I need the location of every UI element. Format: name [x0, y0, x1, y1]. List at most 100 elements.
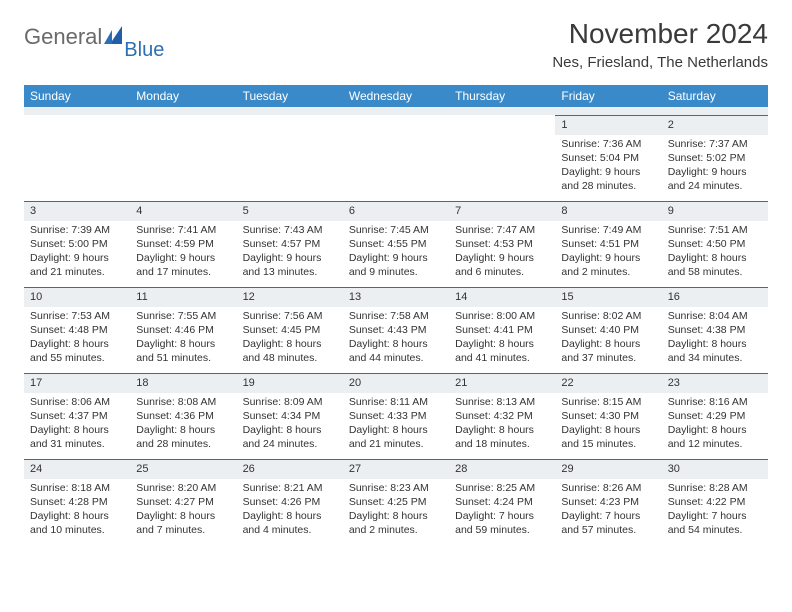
- calendar-row: 24Sunrise: 8:18 AMSunset: 4:28 PMDayligh…: [24, 459, 768, 545]
- day-number: 2: [662, 115, 768, 135]
- day-line-sunset: Sunset: 5:02 PM: [668, 151, 762, 165]
- day-line-sunrise: Sunrise: 7:43 AM: [243, 223, 337, 237]
- day-number: 25: [130, 459, 236, 479]
- day-line-d1: Daylight: 7 hours: [455, 509, 549, 523]
- day-line-d1: Daylight: 8 hours: [668, 337, 762, 351]
- day-number: 7: [449, 201, 555, 221]
- day-number: 29: [555, 459, 661, 479]
- calendar-cell: 4Sunrise: 7:41 AMSunset: 4:59 PMDaylight…: [130, 201, 236, 287]
- calendar-row: 10Sunrise: 7:53 AMSunset: 4:48 PMDayligh…: [24, 287, 768, 373]
- weekday-header: Friday: [555, 85, 661, 107]
- calendar-cell: 30Sunrise: 8:28 AMSunset: 4:22 PMDayligh…: [662, 459, 768, 545]
- day-line-sunset: Sunset: 4:25 PM: [349, 495, 443, 509]
- day-line-d1: Daylight: 9 hours: [349, 251, 443, 265]
- day-line-sunrise: Sunrise: 8:13 AM: [455, 395, 549, 409]
- day-line-d2: and 48 minutes.: [243, 351, 337, 365]
- day-line-d1: Daylight: 8 hours: [243, 337, 337, 351]
- day-line-d2: and 10 minutes.: [30, 523, 124, 537]
- day-line-d1: Daylight: 8 hours: [668, 423, 762, 437]
- day-line-d2: and 17 minutes.: [136, 265, 230, 279]
- day-line-d1: Daylight: 9 hours: [30, 251, 124, 265]
- day-line-d2: and 59 minutes.: [455, 523, 549, 537]
- day-number: 6: [343, 201, 449, 221]
- day-line-d2: and 57 minutes.: [561, 523, 655, 537]
- spacer-row: [24, 107, 768, 115]
- calendar-cell: 29Sunrise: 8:26 AMSunset: 4:23 PMDayligh…: [555, 459, 661, 545]
- day-line-d2: and 2 minutes.: [561, 265, 655, 279]
- calendar-cell: 2Sunrise: 7:37 AMSunset: 5:02 PMDaylight…: [662, 115, 768, 201]
- day-line-d2: and 54 minutes.: [668, 523, 762, 537]
- calendar-cell: [237, 115, 343, 201]
- day-line-d2: and 21 minutes.: [30, 265, 124, 279]
- calendar-cell: 1Sunrise: 7:36 AMSunset: 5:04 PMDaylight…: [555, 115, 661, 201]
- day-number: 21: [449, 373, 555, 393]
- day-details: Sunrise: 8:08 AMSunset: 4:36 PMDaylight:…: [130, 393, 236, 455]
- day-line-sunset: Sunset: 4:50 PM: [668, 237, 762, 251]
- day-line-sunset: Sunset: 4:40 PM: [561, 323, 655, 337]
- calendar-cell: 16Sunrise: 8:04 AMSunset: 4:38 PMDayligh…: [662, 287, 768, 373]
- day-line-d1: Daylight: 9 hours: [561, 165, 655, 179]
- day-details: Sunrise: 7:51 AMSunset: 4:50 PMDaylight:…: [662, 221, 768, 283]
- day-line-d2: and 55 minutes.: [30, 351, 124, 365]
- day-line-sunrise: Sunrise: 7:58 AM: [349, 309, 443, 323]
- day-line-sunset: Sunset: 4:37 PM: [30, 409, 124, 423]
- weekday-header: Tuesday: [237, 85, 343, 107]
- day-line-d2: and 21 minutes.: [349, 437, 443, 451]
- day-line-d1: Daylight: 9 hours: [561, 251, 655, 265]
- day-line-d1: Daylight: 8 hours: [668, 251, 762, 265]
- day-details: Sunrise: 7:45 AMSunset: 4:55 PMDaylight:…: [343, 221, 449, 283]
- day-details: Sunrise: 8:15 AMSunset: 4:30 PMDaylight:…: [555, 393, 661, 455]
- calendar-cell: 6Sunrise: 7:45 AMSunset: 4:55 PMDaylight…: [343, 201, 449, 287]
- day-number: 14: [449, 287, 555, 307]
- day-line-d1: Daylight: 8 hours: [136, 337, 230, 351]
- day-details: Sunrise: 8:23 AMSunset: 4:25 PMDaylight:…: [343, 479, 449, 541]
- day-line-sunset: Sunset: 4:36 PM: [136, 409, 230, 423]
- day-line-sunset: Sunset: 4:46 PM: [136, 323, 230, 337]
- calendar-cell: 27Sunrise: 8:23 AMSunset: 4:25 PMDayligh…: [343, 459, 449, 545]
- day-line-sunset: Sunset: 4:34 PM: [243, 409, 337, 423]
- day-line-sunrise: Sunrise: 8:06 AM: [30, 395, 124, 409]
- day-line-sunset: Sunset: 4:27 PM: [136, 495, 230, 509]
- day-line-sunrise: Sunrise: 7:41 AM: [136, 223, 230, 237]
- day-line-sunrise: Sunrise: 8:21 AM: [243, 481, 337, 495]
- day-line-sunrise: Sunrise: 7:47 AM: [455, 223, 549, 237]
- day-line-d1: Daylight: 8 hours: [243, 423, 337, 437]
- day-line-sunrise: Sunrise: 8:15 AM: [561, 395, 655, 409]
- calendar-cell: 9Sunrise: 7:51 AMSunset: 4:50 PMDaylight…: [662, 201, 768, 287]
- day-number: 11: [130, 287, 236, 307]
- calendar-cell: 17Sunrise: 8:06 AMSunset: 4:37 PMDayligh…: [24, 373, 130, 459]
- day-number: 3: [24, 201, 130, 221]
- calendar-cell: [343, 115, 449, 201]
- day-line-d2: and 31 minutes.: [30, 437, 124, 451]
- day-details: Sunrise: 8:02 AMSunset: 4:40 PMDaylight:…: [555, 307, 661, 369]
- day-number: 5: [237, 201, 343, 221]
- calendar-cell: [24, 115, 130, 201]
- day-line-sunset: Sunset: 4:59 PM: [136, 237, 230, 251]
- day-line-sunrise: Sunrise: 8:28 AM: [668, 481, 762, 495]
- day-number: 22: [555, 373, 661, 393]
- day-details: Sunrise: 8:18 AMSunset: 4:28 PMDaylight:…: [24, 479, 130, 541]
- day-number: 1: [555, 115, 661, 135]
- calendar-cell: 10Sunrise: 7:53 AMSunset: 4:48 PMDayligh…: [24, 287, 130, 373]
- day-line-sunset: Sunset: 4:26 PM: [243, 495, 337, 509]
- day-details: Sunrise: 8:04 AMSunset: 4:38 PMDaylight:…: [662, 307, 768, 369]
- day-line-sunset: Sunset: 4:32 PM: [455, 409, 549, 423]
- day-line-sunset: Sunset: 4:38 PM: [668, 323, 762, 337]
- day-line-sunrise: Sunrise: 8:20 AM: [136, 481, 230, 495]
- day-details: Sunrise: 7:58 AMSunset: 4:43 PMDaylight:…: [343, 307, 449, 369]
- day-line-d2: and 28 minutes.: [136, 437, 230, 451]
- day-line-sunset: Sunset: 4:24 PM: [455, 495, 549, 509]
- day-line-sunset: Sunset: 4:45 PM: [243, 323, 337, 337]
- day-number: 17: [24, 373, 130, 393]
- day-line-d1: Daylight: 9 hours: [455, 251, 549, 265]
- day-line-d2: and 6 minutes.: [455, 265, 549, 279]
- day-details: Sunrise: 7:36 AMSunset: 5:04 PMDaylight:…: [555, 135, 661, 197]
- day-details: Sunrise: 8:00 AMSunset: 4:41 PMDaylight:…: [449, 307, 555, 369]
- day-line-sunrise: Sunrise: 7:39 AM: [30, 223, 124, 237]
- day-line-sunrise: Sunrise: 7:53 AM: [30, 309, 124, 323]
- calendar-row: 1Sunrise: 7:36 AMSunset: 5:04 PMDaylight…: [24, 115, 768, 201]
- day-line-d2: and 18 minutes.: [455, 437, 549, 451]
- day-number: 13: [343, 287, 449, 307]
- calendar-cell: 26Sunrise: 8:21 AMSunset: 4:26 PMDayligh…: [237, 459, 343, 545]
- day-line-d1: Daylight: 8 hours: [136, 509, 230, 523]
